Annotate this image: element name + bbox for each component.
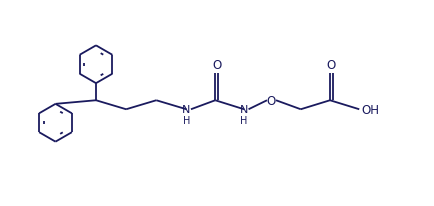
Text: N: N (239, 105, 248, 115)
Text: OH: OH (361, 104, 378, 117)
Text: O: O (211, 59, 221, 72)
Text: N: N (182, 105, 190, 115)
Text: H: H (240, 116, 247, 125)
Text: H: H (182, 116, 190, 125)
Text: O: O (266, 94, 276, 107)
Text: O: O (326, 59, 335, 72)
